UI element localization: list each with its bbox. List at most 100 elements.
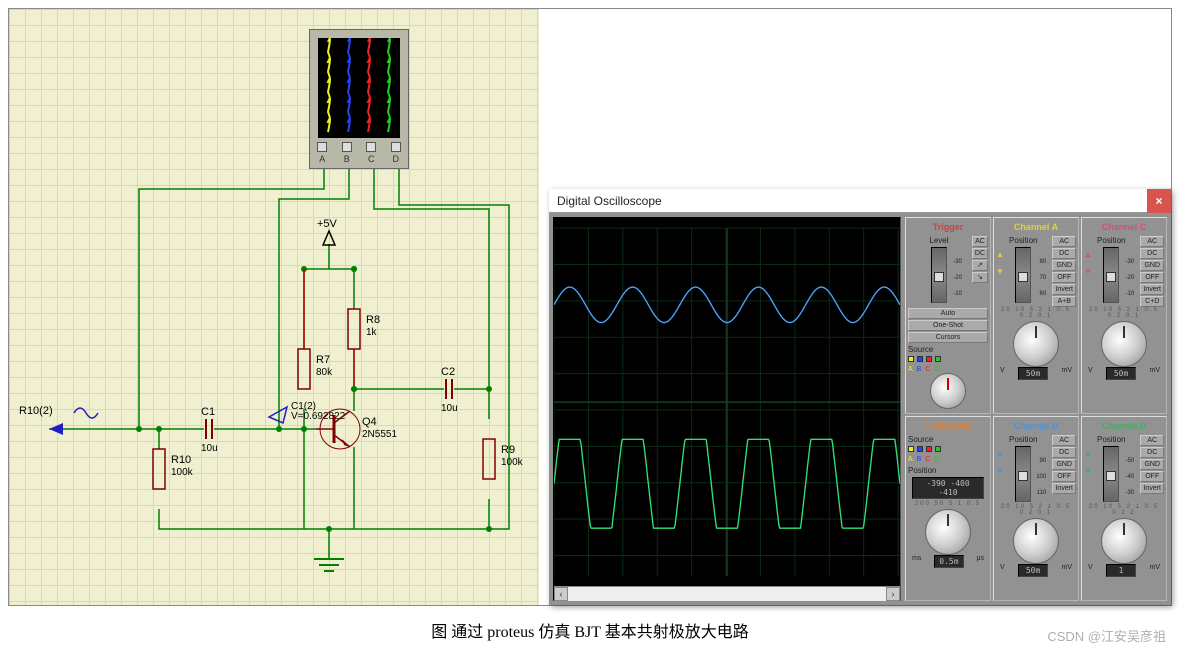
trigger-mode-one-shot[interactable]: One-Shot [908, 320, 988, 331]
channel-d-arrows[interactable]: ▲▼ [1084, 449, 1092, 475]
horizontal-timebase-knob[interactable] [925, 509, 971, 555]
scope-input-a[interactable]: A [313, 142, 331, 164]
scroll-left-button[interactable]: ‹ [554, 587, 568, 601]
trigger-source-label: Source [908, 345, 988, 354]
channel-a-btn-a+b[interactable]: A+B [1052, 296, 1076, 307]
horizontal-title: Horizontal [908, 419, 988, 433]
channel-d-title: Channel D [1084, 419, 1164, 433]
channel-a-gain-value: 50m [1018, 367, 1048, 380]
panel-channel-b: Channel BPosition90100110ACDCGNDOFFInver… [993, 416, 1079, 601]
channel-c-gain-knob[interactable] [1101, 321, 1147, 367]
channel-c-btn-dc[interactable]: DC [1140, 248, 1164, 259]
channel-c-btn-ac[interactable]: AC [1140, 236, 1164, 247]
channel-d-btn-off[interactable]: OFF [1140, 471, 1164, 482]
oscilloscope-window: Digital Oscilloscope × ‹ › TriggerLevel-… [549, 189, 1171, 605]
scope-input-c[interactable]: C [362, 142, 380, 164]
channel-a-btn-gnd[interactable]: GND [1052, 260, 1076, 271]
svg-text:C1: C1 [201, 406, 215, 418]
oscilloscope-titlebar[interactable]: Digital Oscilloscope × [549, 189, 1171, 213]
channel-d-btn-dc[interactable]: DC [1140, 447, 1164, 458]
horizontal-source-label: Source [908, 435, 988, 444]
trigger-mode-auto[interactable]: Auto [908, 308, 988, 319]
scroll-right-button[interactable]: › [886, 587, 900, 601]
trigger-btn[interactable]: AC [972, 236, 988, 247]
channel-a-gain-knob[interactable] [1013, 321, 1059, 367]
channel-d-position-label: Position [1097, 435, 1125, 444]
channel-c-arrows[interactable]: ▲▼ [1084, 250, 1092, 276]
trigger-source-D[interactable] [935, 356, 941, 362]
canvas: +5VR10(2)C1(2)V=0.692822R10100kC110uR780… [8, 8, 1172, 606]
channel-b-btn-gnd[interactable]: GND [1052, 459, 1076, 470]
channel-d-gain-value: 1 [1106, 564, 1136, 577]
panel-channel-a: Channel A Position 807060 ACDCGNDOFFInvertA… [993, 217, 1079, 414]
horizontal-timebase-value: 0.5m [934, 555, 964, 568]
channel-c-position-slider[interactable]: -30-20-10 [1103, 247, 1119, 303]
trigger-btn[interactable]: DC [972, 248, 988, 259]
channel-b-btn-dc[interactable]: DC [1052, 447, 1076, 458]
oscilloscope-scrollbar[interactable]: ‹ › [554, 586, 900, 600]
channel-a-btn-ac[interactable]: AC [1052, 236, 1076, 247]
channel-b-btn-invert[interactable]: Invert [1052, 483, 1076, 494]
channel-c-btn-gnd[interactable]: GND [1140, 260, 1164, 271]
trigger-title: Trigger [908, 220, 988, 234]
trigger-mode-cursors[interactable]: Cursors [908, 332, 988, 343]
channel-b-position-slider[interactable]: 90100110 [1015, 446, 1031, 502]
oscilloscope-display[interactable]: ‹ › [553, 217, 901, 601]
horizontal-source-C[interactable] [926, 446, 932, 452]
oscilloscope-panels: TriggerLevel-30-20-10ACDC↗↘AutoOne-ShotC… [901, 217, 1167, 601]
panel-channel-c: Channel CPosition-30-20-10ACDCGNDOFFInve… [1081, 217, 1167, 414]
scope-instrument[interactable]: ABCD [309, 29, 409, 169]
channel-d-btn-ac[interactable]: AC [1140, 435, 1164, 446]
channel-c-btn-c+d[interactable]: C+D [1140, 296, 1164, 307]
trigger-level-slider[interactable]: -30-20-10 [931, 247, 947, 303]
trigger-btn[interactable]: ↗ [972, 260, 988, 271]
channel-a-position-label: Position [1009, 236, 1037, 245]
channel-b-gain-value: 50m [1018, 564, 1048, 577]
panel-channel-d: Channel D Position -50-40-30 ACDCGNDOFFInve… [1081, 416, 1167, 601]
channel-a-title: Channel A [996, 220, 1076, 234]
horizontal-source-A[interactable] [908, 446, 914, 452]
channel-a-scale: 20 10 5 2 1 0.5 0.2 0.1 [996, 307, 1076, 319]
channel-d-scale: 20 10 5 2 1 0.5 0.2 2 [1084, 504, 1164, 516]
channel-a-btn-off[interactable]: OFF [1052, 272, 1076, 283]
svg-text:10u: 10u [201, 443, 218, 454]
oscilloscope-traces [554, 218, 900, 600]
channel-a-arrows[interactable]: ▲▼ [996, 250, 1004, 276]
horizontal-scale: 200 50 5 1 0.5 [908, 501, 988, 507]
trigger-source-C[interactable] [926, 356, 932, 362]
channel-d-btn-invert[interactable]: Invert [1140, 483, 1164, 494]
scope-input-b[interactable]: B [338, 142, 356, 164]
scope-input-d[interactable]: D [387, 142, 405, 164]
scroll-track[interactable] [568, 587, 886, 601]
channel-b-scale: 20 10 5 2 1 0.5 0.2 0.1 [996, 504, 1076, 516]
trigger-source-A[interactable] [908, 356, 914, 362]
horizontal-source-D[interactable] [935, 446, 941, 452]
channel-b-gain-knob[interactable] [1013, 518, 1059, 564]
channel-c-title: Channel C [1084, 220, 1164, 234]
trigger-source-B[interactable] [917, 356, 923, 362]
channel-d-position-slider[interactable]: -50-40-30 [1103, 446, 1119, 502]
channel-b-position-label: Position [1009, 435, 1037, 444]
channel-d-gain-knob[interactable] [1101, 518, 1147, 564]
channel-b-btn-off[interactable]: OFF [1052, 471, 1076, 482]
channel-c-btn-off[interactable]: OFF [1140, 272, 1164, 283]
channel-a-btn-invert[interactable]: Invert [1052, 284, 1076, 295]
scope-instr-inputs: ABCD [310, 142, 408, 164]
channel-c-gain-value: 50m [1106, 367, 1136, 380]
horizontal-source-B[interactable] [917, 446, 923, 452]
panel-trigger: TriggerLevel-30-20-10ACDC↗↘AutoOne-ShotC… [905, 217, 991, 414]
trigger-knob[interactable] [930, 373, 966, 409]
svg-text:R10: R10 [171, 454, 191, 466]
channel-a-btn-dc[interactable]: DC [1052, 248, 1076, 259]
close-button[interactable]: × [1147, 189, 1171, 213]
channel-b-btn-ac[interactable]: AC [1052, 435, 1076, 446]
channel-b-arrows[interactable]: ▲▼ [996, 449, 1004, 475]
oscilloscope-body: ‹ › TriggerLevel-30-20-10ACDC↗↘AutoOne-S… [553, 217, 1167, 601]
channel-a-position-slider[interactable]: 807060 [1015, 247, 1031, 303]
horizontal-position-value: -390 -400 -410 [912, 477, 984, 499]
trigger-btn[interactable]: ↘ [972, 272, 988, 283]
channel-d-btn-gnd[interactable]: GND [1140, 459, 1164, 470]
channel-c-btn-invert[interactable]: Invert [1140, 284, 1164, 295]
svg-text:100k: 100k [171, 467, 194, 478]
horizontal-position-label: Position [908, 466, 988, 475]
